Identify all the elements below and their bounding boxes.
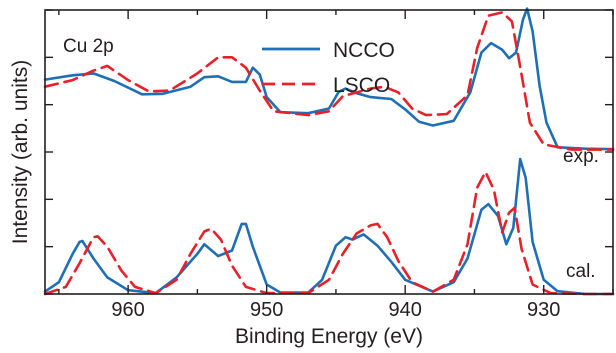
cal-label: cal. [566, 261, 596, 282]
x-tick-label: 940 [389, 299, 422, 321]
x-tick-label: 950 [250, 299, 283, 321]
x-axis-ticks: 960 950 940 930 [58, 10, 614, 321]
legend-label-ncco: NCCO [333, 39, 395, 62]
plot-area [43, 7, 615, 296]
x-tick-label: 930 [527, 299, 560, 321]
exp-label: exp. [563, 146, 599, 167]
series-line-ncco-cal [43, 157, 615, 296]
series-line-lsco-exp [43, 11, 615, 151]
y-axis-label: Intensity (arb. units) [9, 60, 32, 244]
y-axis-ticks [45, 9, 613, 295]
x-axis-label: Binding Energy (eV) [235, 325, 423, 348]
legend: NCCO LSCO [262, 39, 395, 97]
series-line-lsco-cal [43, 170, 615, 296]
series-line-ncco-exp [43, 7, 615, 151]
legend-label-lsco: LSCO [333, 74, 390, 97]
plot-frame [44, 9, 614, 295]
panel-label: Cu 2p [63, 36, 114, 57]
x-tick-label: 960 [111, 299, 144, 321]
